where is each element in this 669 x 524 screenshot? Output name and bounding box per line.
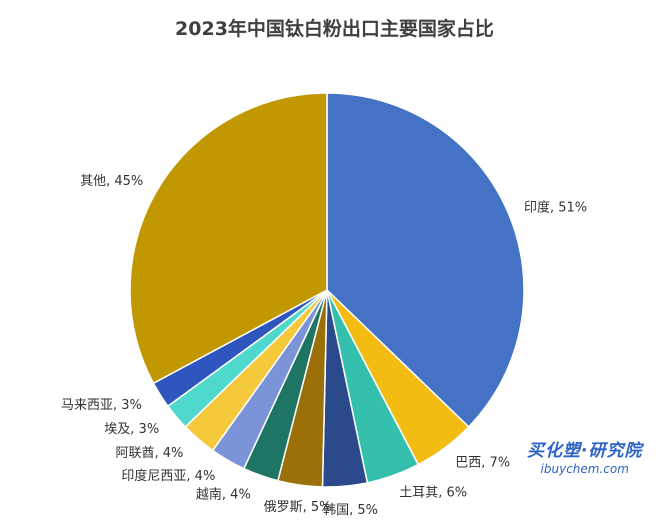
data-label-10: 其他, 45%	[80, 174, 143, 189]
data-label-6: 印度尼西亚, 4%	[121, 468, 215, 484]
pie-slice-10	[129, 92, 328, 385]
pie-slice-0	[326, 92, 525, 428]
watermark-logo: 买化塑·研究院 ibuychem.com	[527, 441, 642, 477]
data-label-0: 印度, 51%	[524, 199, 587, 215]
data-label-3: 韩国, 5%	[323, 503, 378, 518]
watermark-brand: 买化塑·研究院	[527, 441, 643, 461]
data-label-4: 俄罗斯, 5%	[264, 500, 332, 515]
data-label-2: 土耳其, 6%	[399, 486, 467, 501]
watermark-site: ibuychem.com	[540, 462, 629, 476]
data-label-1: 巴西, 7%	[455, 455, 510, 470]
data-label-9: 马来西亚, 3%	[61, 398, 142, 413]
data-label-5: 越南, 4%	[196, 487, 251, 503]
data-label-8: 埃及, 3%	[104, 422, 159, 437]
data-label-7: 阿联酋, 4%	[116, 445, 184, 461]
chart-title: 2023年中国钛白粉出口主要国家占比	[175, 18, 494, 40]
